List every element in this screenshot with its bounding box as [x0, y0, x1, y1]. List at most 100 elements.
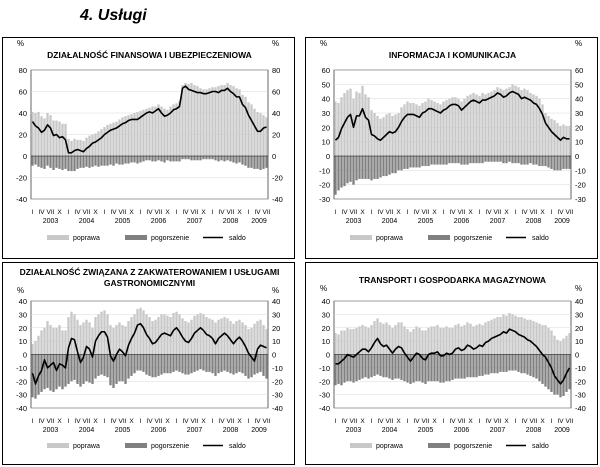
bar-poprawa [508, 313, 511, 355]
bar-pogorszenie [235, 354, 238, 374]
bar-pogorszenie [208, 156, 211, 160]
x-tick-label: X [93, 418, 98, 425]
bar-pogorszenie [502, 156, 505, 164]
x-tick-label: X [468, 209, 473, 216]
bar-poprawa [367, 327, 370, 355]
bar-poprawa [418, 327, 421, 355]
bar-poprawa [361, 85, 364, 156]
bar-poprawa [34, 341, 37, 355]
bar-poprawa [466, 95, 469, 156]
bar-poprawa [232, 86, 235, 156]
bar-pogorszenie [109, 156, 112, 165]
bar-pogorszenie [340, 156, 343, 188]
bar-poprawa [250, 327, 253, 355]
bar-poprawa [211, 319, 214, 355]
bar-pogorszenie [565, 156, 568, 169]
legend-label-pogorszenie: pogorszenie [151, 235, 189, 242]
bar-pogorszenie [133, 156, 136, 163]
bar-poprawa [148, 317, 151, 355]
year-label: 2005 [418, 427, 434, 434]
bar-poprawa [94, 133, 97, 156]
y-tick-label-left: 40 [19, 109, 27, 118]
bar-pogorszenie [496, 156, 499, 162]
y-tick-label-left: -40 [319, 404, 330, 413]
x-tick-label: IV [74, 418, 81, 425]
year-label: 2007 [490, 427, 506, 434]
bar-poprawa [178, 101, 181, 156]
bar-pogorszenie [88, 354, 91, 383]
bar-poprawa [235, 321, 238, 355]
bar-poprawa [55, 327, 58, 355]
bar-pogorszenie [154, 156, 157, 162]
bar-pogorszenie [514, 156, 517, 164]
bar-pogorszenie [379, 156, 382, 178]
x-tick-label: I [140, 418, 142, 425]
year-label: 2003 [43, 218, 59, 225]
bar-pogorszenie [202, 156, 205, 160]
x-tick-label: X [201, 209, 206, 216]
bar-pogorszenie [559, 156, 562, 171]
x-tick-label: VII [191, 209, 199, 216]
bar-pogorszenie [214, 156, 217, 161]
y-tick-label-left: 40 [322, 297, 330, 306]
x-tick-label: IV [110, 418, 117, 425]
y-tick-label-left: -20 [319, 181, 330, 190]
bar-poprawa [412, 329, 415, 355]
line-saldo [335, 328, 571, 385]
x-tick-label: VII [83, 418, 91, 425]
bar-poprawa [427, 98, 430, 156]
bar-pogorszenie [535, 354, 538, 379]
bar-pogorszenie [439, 354, 442, 383]
bar-pogorszenie [103, 354, 106, 376]
x-tick-label: I [407, 209, 409, 216]
y-tick-label-left: -10 [319, 364, 330, 373]
bar-pogorszenie [142, 156, 145, 162]
bar-pogorszenie [340, 354, 343, 386]
y-tick-label-left: 10 [322, 337, 330, 346]
x-tick-label: X [540, 418, 545, 425]
x-tick-label: X [129, 209, 134, 216]
bar-poprawa [475, 325, 478, 355]
bar-poprawa [64, 330, 67, 355]
bar-pogorszenie [463, 156, 466, 165]
bar-poprawa [79, 325, 82, 355]
bar-poprawa [364, 94, 367, 156]
bar-pogorszenie [88, 156, 91, 168]
x-tick-label: IV [377, 209, 384, 216]
bar-pogorszenie [520, 354, 523, 374]
bar-poprawa [547, 115, 550, 156]
chart-title: INFORMACJA I KOMUNIKACJA [389, 50, 516, 60]
x-tick-label: IV [521, 418, 528, 425]
bar-poprawa [424, 330, 427, 355]
bar-pogorszenie [31, 156, 34, 166]
bar-poprawa [61, 123, 64, 156]
unit-label-right: % [575, 39, 582, 48]
y-tick-label-right: 80 [272, 66, 280, 75]
y-tick-label-left: -40 [16, 195, 27, 204]
bar-poprawa [382, 323, 385, 355]
bar-pogorszenie [133, 354, 136, 374]
year-label: 2009 [251, 427, 267, 434]
x-tick-label: VII [350, 418, 358, 425]
bar-poprawa [553, 120, 556, 156]
bar-pogorszenie [100, 156, 103, 166]
bar-pogorszenie [544, 156, 547, 167]
bar-pogorszenie [442, 156, 445, 165]
bar-pogorszenie [361, 156, 364, 179]
bar-pogorszenie [91, 156, 94, 167]
bar-poprawa [565, 335, 568, 355]
line-saldo [31, 322, 267, 385]
bar-pogorszenie [361, 354, 364, 379]
x-tick-label: I [248, 418, 250, 425]
bar-pogorszenie [226, 156, 229, 161]
bar-poprawa [460, 101, 463, 156]
bar-pogorszenie [127, 354, 130, 379]
x-tick-label: IV [521, 209, 528, 216]
bar-pogorszenie [364, 156, 367, 179]
bar-pogorszenie [550, 156, 553, 169]
bar-poprawa [166, 109, 169, 156]
bar-pogorszenie [43, 156, 46, 169]
bar-poprawa [511, 314, 514, 355]
bar-pogorszenie [391, 354, 394, 380]
x-tick-label: I [515, 418, 517, 425]
